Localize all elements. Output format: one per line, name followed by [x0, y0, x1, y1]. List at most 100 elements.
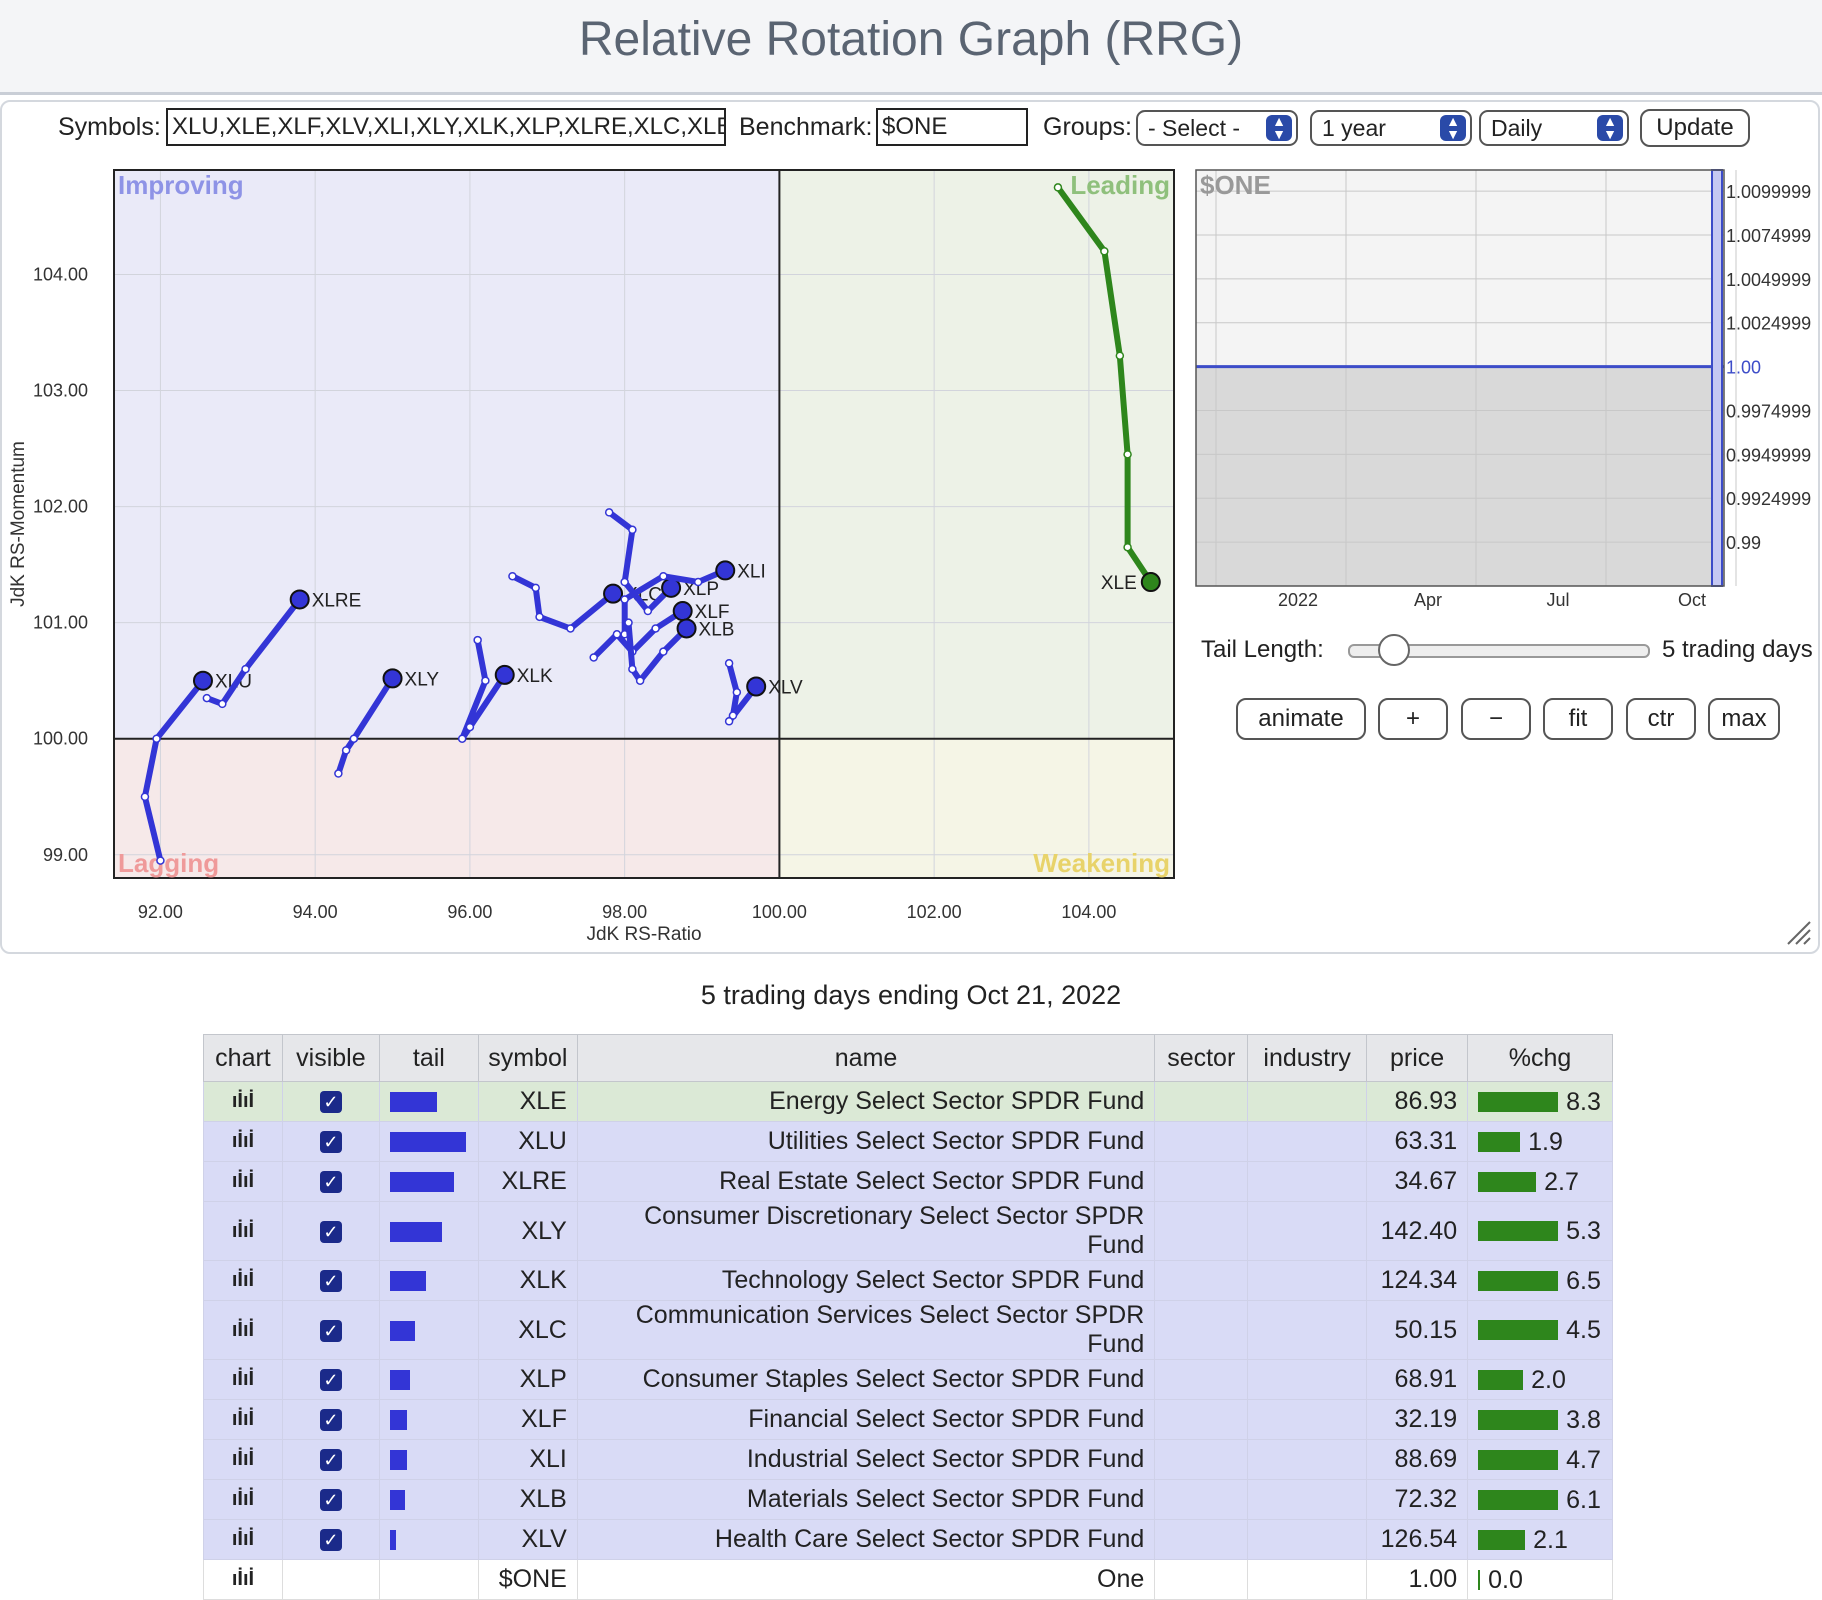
benchmark-frame [1195, 169, 1725, 587]
column-header-symbol[interactable]: symbol [477, 1034, 578, 1082]
pct-change-cell: 2.1 [1467, 1519, 1613, 1560]
chart-cell[interactable]: ıİıİ [203, 1439, 283, 1480]
resize-grip-icon[interactable] [1784, 918, 1812, 946]
table-row[interactable]: ıİıİ ✓ XLB Materials Select Sector SPDR Fun… [203, 1479, 1613, 1520]
head-point-xli[interactable] [715, 560, 736, 581]
chart-cell[interactable]: ıİıİ [203, 1260, 283, 1301]
head-point-xlc[interactable] [603, 583, 624, 604]
chart-cell[interactable]: ıİıİ [203, 1519, 283, 1560]
candlestick-chart-icon[interactable]: ıİıİ [231, 1568, 255, 1590]
visible-checkbox[interactable]: ✓ [319, 1529, 342, 1552]
candlestick-chart-icon[interactable]: ıİıİ [231, 1090, 255, 1112]
groups-select[interactable]: - Select - ▲ ▼ [1136, 110, 1298, 146]
chart-cell[interactable]: ıİıİ [203, 1559, 283, 1600]
column-header-sector[interactable]: sector [1154, 1034, 1249, 1082]
head-point-xlv[interactable] [746, 676, 767, 697]
x-axis-title: JdK RS-Ratio [586, 924, 701, 945]
table-row[interactable]: ıİıİ ✓ XLK Technology Select Sector SPDR Fu… [203, 1260, 1613, 1301]
visible-checkbox[interactable]: ✓ [319, 1319, 342, 1342]
candlestick-chart-icon[interactable]: ıİıİ [231, 1318, 255, 1341]
visible-checkbox[interactable]: ✓ [319, 1131, 342, 1154]
visible-checkbox[interactable]: ✓ [319, 1171, 342, 1194]
chart-cell[interactable]: ıİıİ [203, 1479, 283, 1520]
column-header-name[interactable]: name [576, 1034, 1156, 1082]
candlestick-chart-icon[interactable]: ıİıİ [231, 1269, 255, 1291]
visible-checkbox[interactable]: ✓ [319, 1369, 342, 1392]
update-button[interactable]: Update [1640, 109, 1750, 147]
visible-cell: ✓ [281, 1260, 380, 1301]
symbol-cell: XLU [477, 1121, 578, 1162]
zoom-out-button[interactable]: − [1461, 698, 1531, 740]
name-cell: Materials Select Sector SPDR Fund [576, 1479, 1156, 1520]
bm-y-tick-label: 0.99 [1726, 533, 1761, 553]
candlestick-chart-icon[interactable]: ıİıİ [231, 1448, 255, 1470]
head-point-xlu[interactable] [192, 670, 213, 691]
column-header-tail[interactable]: tail [378, 1034, 479, 1082]
chart-cell[interactable]: ıİıİ [203, 1161, 283, 1202]
visible-checkbox[interactable]: ✓ [319, 1449, 342, 1472]
column-header-chart[interactable]: chart [203, 1034, 283, 1082]
table-row[interactable]: ıİıİ ✓ XLE Energy Select Sector SPDR Fund 86… [203, 1081, 1613, 1122]
chart-cell[interactable]: ıİıİ [203, 1121, 283, 1162]
column-header-industry[interactable]: industry [1247, 1034, 1368, 1082]
zoom-in-button[interactable]: + [1378, 698, 1448, 740]
chart-cell[interactable]: ıİıİ [203, 1201, 283, 1261]
tail-length-slider-handle[interactable] [1378, 634, 1410, 666]
head-point-xlre[interactable] [289, 589, 310, 610]
candlestick-chart-icon[interactable]: ıİıİ [231, 1219, 255, 1242]
table-row[interactable]: ıİıİ ✓ XLRE Real Estate Select Sector SPDR … [203, 1161, 1613, 1202]
center-button[interactable]: ctr [1626, 698, 1696, 740]
candlestick-chart-icon[interactable]: ıİıİ [231, 1130, 255, 1152]
benchmark-label: Benchmark: [739, 113, 873, 141]
y-tick-label: 100.00 [33, 729, 88, 749]
max-button[interactable]: max [1708, 698, 1780, 740]
visible-checkbox[interactable]: ✓ [319, 1409, 342, 1432]
candlestick-chart-icon[interactable]: ıİıİ [231, 1408, 255, 1430]
column-header-price[interactable]: price [1366, 1034, 1469, 1082]
column-header-visible[interactable]: visible [281, 1034, 380, 1082]
candlestick-chart-icon[interactable]: ıİıİ [231, 1488, 255, 1510]
chart-cell[interactable]: ıİıİ [203, 1300, 283, 1360]
table-row[interactable]: ıİıİ $ONE One 1.00 0.0 [203, 1559, 1613, 1600]
table-row[interactable]: ıİıİ ✓ XLV Health Care Select Sector SPDR F… [203, 1519, 1613, 1560]
rrg-chart[interactable]: 92.00 94.00 96.00 98.00 100.00 102.00 104.00 10… [0, 0, 1822, 960]
visible-checkbox[interactable]: ✓ [319, 1220, 342, 1243]
head-point-xlb[interactable] [676, 618, 697, 639]
column-header-pctchg[interactable]: %chg [1467, 1034, 1613, 1082]
table-row[interactable]: ıİıİ ✓ XLC Communication Services Select Se… [203, 1300, 1613, 1360]
table-row[interactable]: ıİıİ ✓ XLF Financial Select Sector SPDR Fun… [203, 1399, 1613, 1440]
tail-point [693, 577, 703, 587]
visible-cell: ✓ [281, 1161, 380, 1202]
frequency-select[interactable]: Daily ▲ ▼ [1479, 110, 1629, 146]
table-row[interactable]: ıİıİ ✓ XLY Consumer Discretionary Select Se… [203, 1201, 1613, 1261]
head-point-xly[interactable] [382, 668, 403, 689]
bm-range-handle[interactable] [1711, 169, 1723, 587]
candlestick-chart-icon[interactable]: ıİıİ [231, 1170, 255, 1192]
head-point-xlk[interactable] [494, 664, 515, 685]
period-select[interactable]: 1 year ▲ ▼ [1310, 110, 1472, 146]
tail-cell [378, 1519, 479, 1560]
x-tick-label: 94.00 [293, 902, 338, 922]
visible-cell: ✓ [281, 1439, 380, 1480]
benchmark-input[interactable]: $ONE [876, 108, 1028, 146]
table-row[interactable]: ıİıİ ✓ XLI Industrial Select Sector SPDR Fu… [203, 1439, 1613, 1480]
symbol-cell: XLE [477, 1081, 578, 1122]
tail-bar [389, 1271, 426, 1292]
candlestick-chart-icon[interactable]: ıİıİ [231, 1528, 255, 1550]
symbols-input[interactable]: XLU,XLE,XLF,XLV,XLI,XLY,XLK,XLP,XLRE,XLC… [166, 108, 726, 146]
candlestick-chart-icon[interactable]: ıİıİ [231, 1368, 255, 1390]
tail-length-slider[interactable] [1348, 644, 1650, 658]
visible-checkbox[interactable]: ✓ [319, 1091, 342, 1114]
chart-cell[interactable]: ıİıİ [203, 1081, 283, 1122]
tail-bar [389, 1530, 396, 1551]
visible-checkbox[interactable]: ✓ [319, 1270, 342, 1293]
chart-cell[interactable]: ıİıİ [203, 1399, 283, 1440]
chart-cell[interactable]: ıİıİ [203, 1359, 283, 1400]
fit-button[interactable]: fit [1543, 698, 1613, 740]
tail-length-label: Tail Length: [1201, 636, 1324, 663]
table-row[interactable]: ıİıİ ✓ XLU Utilities Select Sector SPDR Fun… [203, 1121, 1613, 1162]
table-row[interactable]: ıİıİ ✓ XLP Consumer Staples Select Sector S… [203, 1359, 1613, 1400]
animate-button[interactable]: animate [1236, 698, 1366, 740]
visible-checkbox[interactable]: ✓ [319, 1489, 342, 1512]
head-point-xle[interactable] [1140, 572, 1161, 593]
